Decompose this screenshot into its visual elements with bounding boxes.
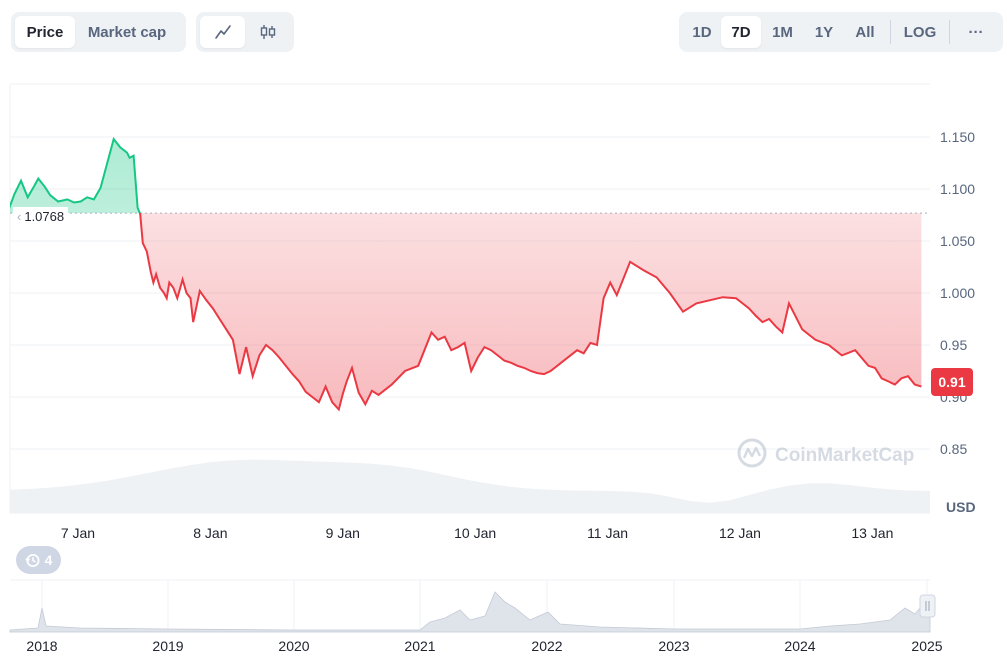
coinmarketcap-logo-wave [742, 446, 762, 459]
y-tick-label: 0.85 [940, 441, 967, 457]
range-1m-button[interactable]: 1M [772, 23, 793, 41]
watermark: CoinMarketCap [737, 438, 914, 468]
toolbar-divider [890, 20, 891, 44]
chart-type-toggle [196, 12, 294, 52]
y-tick-label: 1.050 [940, 233, 975, 249]
overview-tick-label: 2023 [658, 638, 689, 654]
x-axis: 7 Jan 8 Jan 9 Jan 10 Jan 11 Jan 12 Jan 13 Jan [61, 525, 894, 541]
x-tick-label: 13 Jan [851, 525, 893, 541]
x-tick-label: 10 Jan [454, 525, 496, 541]
line-chart-icon [214, 25, 231, 39]
baseline-label-marker: ‹ [17, 208, 22, 224]
y-tick-label: 1.150 [940, 129, 975, 145]
tab-market-cap[interactable]: Market cap [87, 23, 167, 41]
tab-price[interactable]: Price [15, 16, 75, 48]
overview-tick-label: 2019 [152, 638, 183, 654]
overview-tick-label: 2022 [531, 638, 562, 654]
x-tick-label: 8 Jan [193, 525, 227, 541]
history-icon [24, 553, 40, 567]
metric-toggle: Price Market cap [11, 12, 186, 52]
baseline-price-label: ‹ 1.0768 [13, 207, 69, 225]
range-7d-button[interactable]: 7D [721, 16, 761, 48]
y-tick-label: 1.000 [940, 285, 975, 301]
coinmarketcap-logo-icon [737, 438, 767, 468]
range-1y-button[interactable]: 1Y [814, 23, 834, 41]
candlestick-icon [260, 25, 275, 39]
overview-range-handle[interactable] [919, 594, 936, 618]
history-count: 4 [44, 552, 53, 568]
overview-tick-label: 2018 [26, 638, 57, 654]
overview-tick-label: 2021 [404, 638, 435, 654]
baseline-label-value: 1.0768 [24, 208, 65, 224]
toolbar-divider [949, 20, 950, 44]
history-button[interactable]: 4 [16, 546, 61, 574]
range-all-button[interactable]: All [855, 23, 875, 41]
x-tick-label: 9 Jan [326, 525, 360, 541]
overview-tick-label: 2024 [784, 638, 815, 654]
volume-area [10, 459, 930, 513]
y-axis-unit: USD [946, 499, 976, 515]
overview-x-axis: 2018 2019 2020 2021 2022 2023 2024 2025 [26, 638, 942, 654]
overview-history-area [9, 591, 931, 633]
y-tick-label: 0.95 [940, 337, 967, 353]
price-fill-above-baseline [10, 139, 140, 213]
current-price-badge: 0.91 [931, 368, 973, 396]
overview-tick-label: 2025 [911, 638, 942, 654]
price-fill-below-baseline [10, 213, 922, 410]
more-options-button[interactable]: ··· [968, 23, 984, 41]
x-tick-label: 7 Jan [61, 525, 95, 541]
x-tick-label: 11 Jan [587, 525, 628, 541]
candlestick-button[interactable] [245, 16, 290, 48]
watermark-text: CoinMarketCap [775, 445, 914, 466]
y-tick-label: 1.100 [940, 181, 975, 197]
line-chart-button[interactable] [200, 16, 245, 48]
range-toolbar: 1D 7D 1M 1Y All LOG ··· [679, 12, 1003, 52]
log-scale-button[interactable]: LOG [903, 23, 937, 41]
overview-navigator[interactable]: 2018 2019 2020 2021 2022 2023 2024 2025 [9, 579, 943, 654]
range-1d-button[interactable]: 1D [692, 23, 712, 41]
overview-tick-label: 2020 [278, 638, 309, 654]
price-line-down [138, 213, 922, 412]
x-tick-label: 12 Jan [719, 525, 761, 541]
